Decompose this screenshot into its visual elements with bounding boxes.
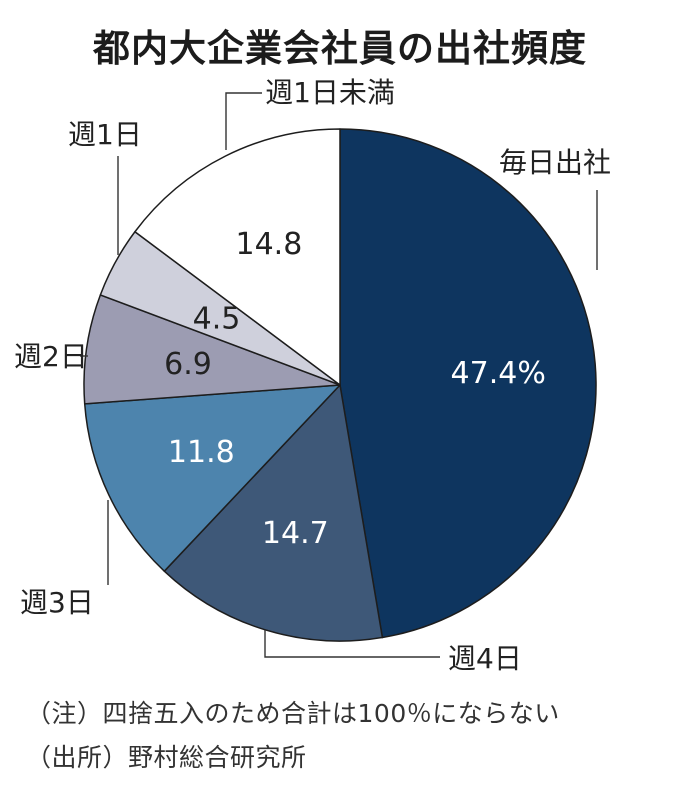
pie-slice bbox=[83, 294, 341, 405]
leader-line bbox=[264, 630, 440, 658]
slice-value-label: 6.9 bbox=[164, 347, 212, 382]
slice-category-label: 週2日 bbox=[14, 340, 88, 373]
value-labels: 47.4% 14.7 11.8 6.9 4.5 14.8 bbox=[164, 227, 546, 551]
pie-slice bbox=[83, 384, 341, 572]
source-note: （出所）野村総合研究所 bbox=[26, 743, 307, 772]
slice-value-label: 4.5 bbox=[193, 301, 241, 336]
footnote: （注）四捨五入のため合計は100％にならない bbox=[26, 699, 560, 728]
slice-value-label: 47.4% bbox=[451, 356, 546, 391]
pie-slice bbox=[163, 384, 384, 642]
slice-category-label: 週1日 bbox=[68, 118, 142, 151]
slice-value-label: 14.8 bbox=[236, 227, 303, 262]
pie-slice bbox=[134, 128, 341, 386]
slice-value-label: 11.8 bbox=[168, 435, 235, 470]
slice-category-label: 週1日未満 bbox=[265, 76, 395, 109]
slice-value-label: 14.7 bbox=[262, 516, 329, 551]
slice-category-label: 週4日 bbox=[448, 642, 522, 675]
pie-slice bbox=[339, 128, 597, 639]
leader-line bbox=[225, 92, 262, 150]
leader-lines bbox=[80, 92, 598, 658]
slice-category-label: 毎日出社 bbox=[499, 146, 611, 179]
slice-category-label: 週3日 bbox=[20, 586, 94, 619]
chart-title: 都内大企業会社員の出社頻度 bbox=[93, 27, 587, 70]
pie-slices bbox=[83, 128, 597, 642]
